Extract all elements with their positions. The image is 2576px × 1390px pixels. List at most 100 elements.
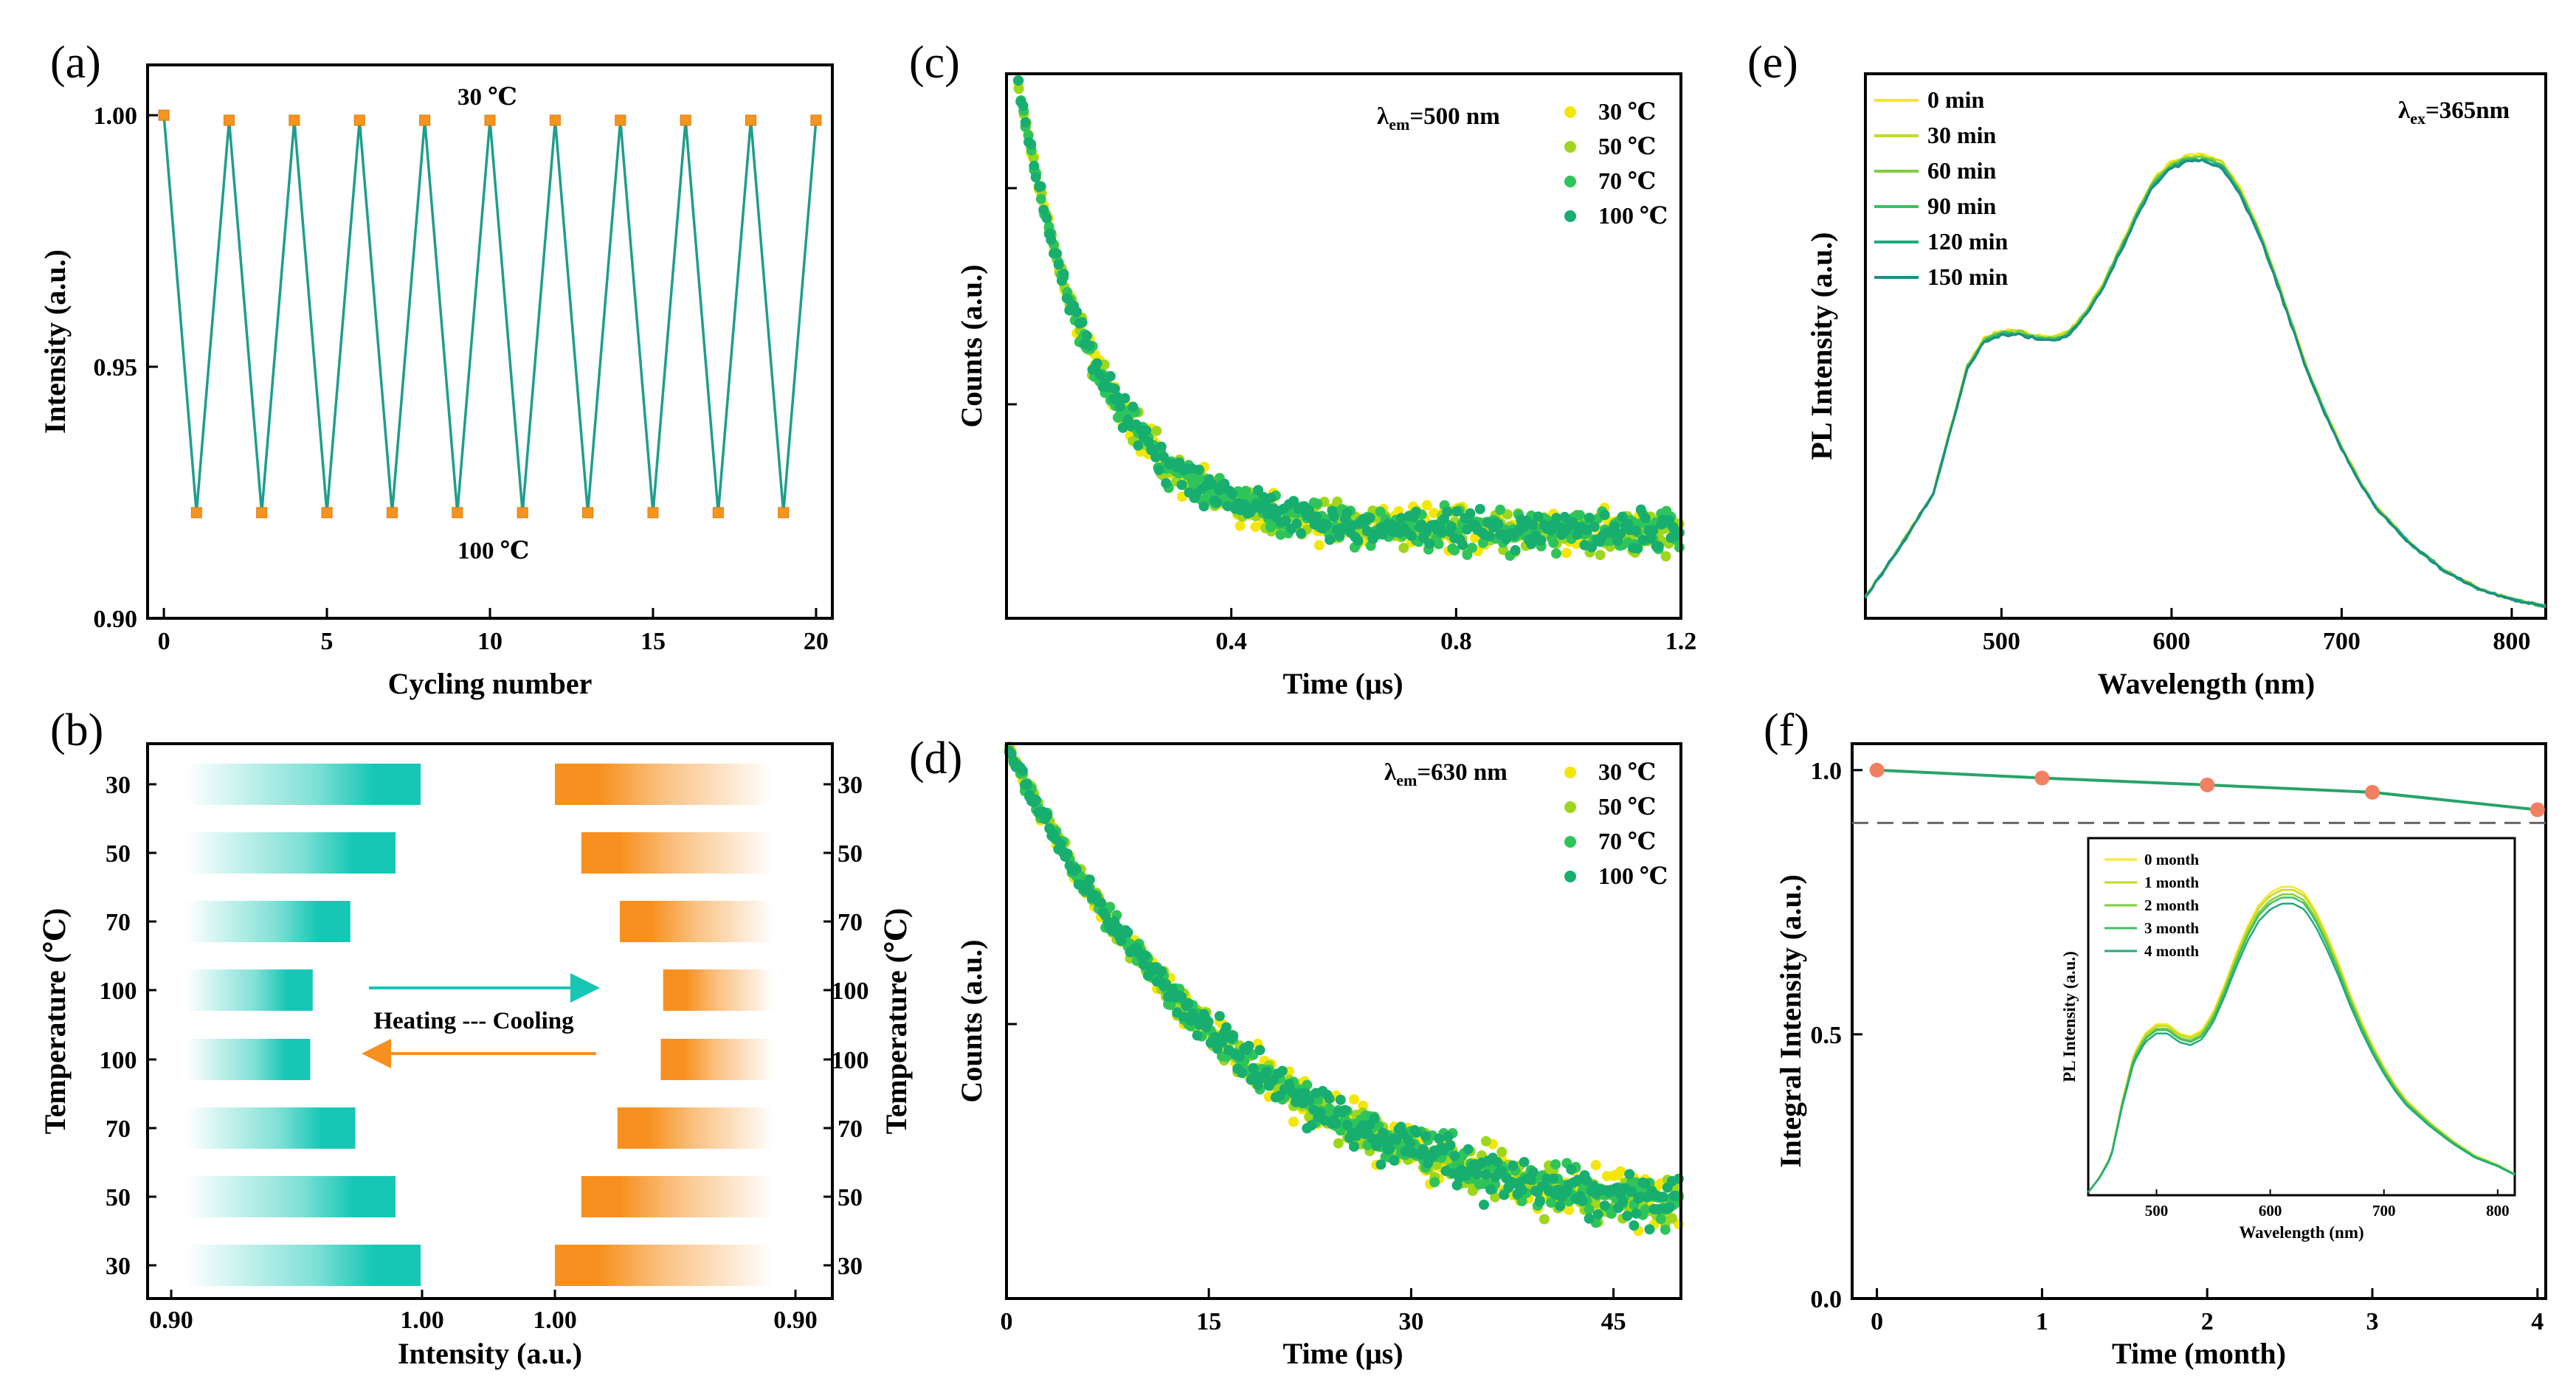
a-data-point (223, 114, 235, 126)
legend-label: 70 ℃ (1598, 828, 1656, 854)
scatter-point (1176, 480, 1187, 491)
scatter-point (1657, 1192, 1668, 1203)
scatter-point (1156, 441, 1167, 452)
scatter-point (1339, 1104, 1350, 1116)
scatter-point (1384, 1143, 1395, 1154)
scatter-point (1471, 1169, 1482, 1180)
b-ylabel-left: Temperature (℃) (38, 908, 72, 1135)
scatter-point (1105, 370, 1116, 381)
a-data-point (549, 114, 561, 126)
scatter-point (1631, 1208, 1642, 1219)
a-ytick-label: 0.90 (94, 606, 138, 633)
d-lambda-sub: em (1396, 771, 1417, 789)
scatter-point (1637, 534, 1648, 545)
scatter-point (1161, 478, 1172, 489)
scatter-point (1466, 542, 1477, 553)
scatter-point (1502, 509, 1513, 520)
a-xtick-label: 15 (640, 628, 666, 655)
scatter-point (1465, 508, 1476, 519)
scatter-point (1526, 539, 1537, 550)
scatter-point (1481, 1135, 1491, 1147)
a-data-point (353, 114, 365, 126)
scatter-point (1203, 1017, 1214, 1028)
inset-xtick-label: 500 (2145, 1202, 2169, 1220)
inset-legend-label: 2 month (2144, 896, 2199, 914)
cooling-bar (620, 901, 773, 942)
scatter-point (1584, 512, 1595, 523)
scatter-point (1062, 848, 1073, 860)
scatter-point (1539, 1214, 1550, 1225)
scatter-point (1020, 117, 1031, 128)
scatter-point (1498, 544, 1509, 556)
scatter-point (1660, 551, 1671, 561)
xtick-label: 0 (1001, 1308, 1013, 1335)
scatter-point (1042, 810, 1053, 821)
a-ytick-label: 1.00 (94, 103, 138, 130)
legend-label: 30 ℃ (1598, 98, 1656, 125)
scatter-point (1630, 525, 1641, 536)
b-ytick-right-label: 50 (838, 840, 863, 868)
scatter-point (1217, 1037, 1227, 1048)
scatter-point (1635, 504, 1646, 515)
inset-legend-label: 1 month (2144, 874, 2199, 891)
a-xlabel: Cycling number (388, 667, 593, 700)
scatter-point (1584, 1213, 1595, 1224)
scatter-point (1664, 1202, 1675, 1213)
e-legend-label: 150 min (1927, 263, 2009, 290)
xtick-label: 0.8 (1440, 628, 1472, 655)
f-data-point (2530, 802, 2545, 817)
b-ytick-left-label: 100 (100, 1047, 137, 1074)
e-spectrum-line (1865, 152, 2546, 607)
a-xtick-label: 0 (158, 628, 170, 655)
scatter-point (1519, 1157, 1530, 1168)
scatter-point (1235, 520, 1246, 531)
panel-a-label: (a) (50, 38, 101, 88)
cooling-bar (581, 1176, 773, 1217)
scatter-point (1349, 1094, 1359, 1105)
heating-bar (186, 901, 351, 942)
scatter-point (1192, 1030, 1203, 1041)
panel-c-label: (c) (909, 38, 960, 88)
a-xtick-label: 5 (321, 628, 334, 655)
scatter-point (1248, 1062, 1259, 1073)
scatter-point (1337, 522, 1348, 533)
d-lambda-symbol: λ (1384, 759, 1397, 786)
e-lambda: λex=365nm (2398, 97, 2510, 128)
scatter-point (1575, 510, 1586, 521)
scatter-point (1141, 425, 1152, 436)
scatter-point (1330, 1118, 1341, 1129)
b-xtick-right-090: 0.90 (773, 1307, 818, 1334)
f-ytick-label: 0.0 (1811, 1286, 1843, 1313)
scatter-point (1389, 1155, 1400, 1166)
scatter-point (1167, 983, 1178, 995)
scatter-point (1446, 522, 1457, 533)
scatter-point (1332, 496, 1343, 507)
scatter-point (1111, 922, 1122, 933)
scatter-point (1490, 1192, 1501, 1203)
scatter-point (1527, 519, 1539, 530)
cooling-bar (581, 832, 773, 874)
scatter-point (1288, 496, 1299, 507)
scatter-point (1176, 992, 1187, 1003)
scatter-point (1071, 864, 1082, 875)
scatter-point (1551, 548, 1561, 559)
e-spectrum-line (1864, 153, 2546, 609)
heating-bar (186, 1039, 311, 1080)
scatter-point (1122, 927, 1133, 938)
inset-xtick-label: 700 (2372, 1202, 2396, 1220)
b-xtick-left-090: 0.90 (149, 1307, 193, 1334)
a-data-point (386, 507, 398, 519)
heating-bar (186, 764, 421, 805)
inset-legend-label: 4 month (2144, 942, 2199, 960)
a-data-point (582, 507, 594, 519)
scatter-point (1140, 950, 1151, 961)
scatter-point (1411, 1127, 1422, 1138)
scatter-point (1243, 1040, 1254, 1051)
scatter-point (1551, 513, 1562, 524)
scatter-point (1484, 530, 1495, 542)
a-data-point (680, 114, 691, 126)
a-data-point (647, 507, 659, 519)
scatter-point (1595, 550, 1606, 561)
b-ylabel-right: Temperature (℃) (880, 908, 913, 1135)
e-spectrum-line (1864, 159, 2546, 607)
